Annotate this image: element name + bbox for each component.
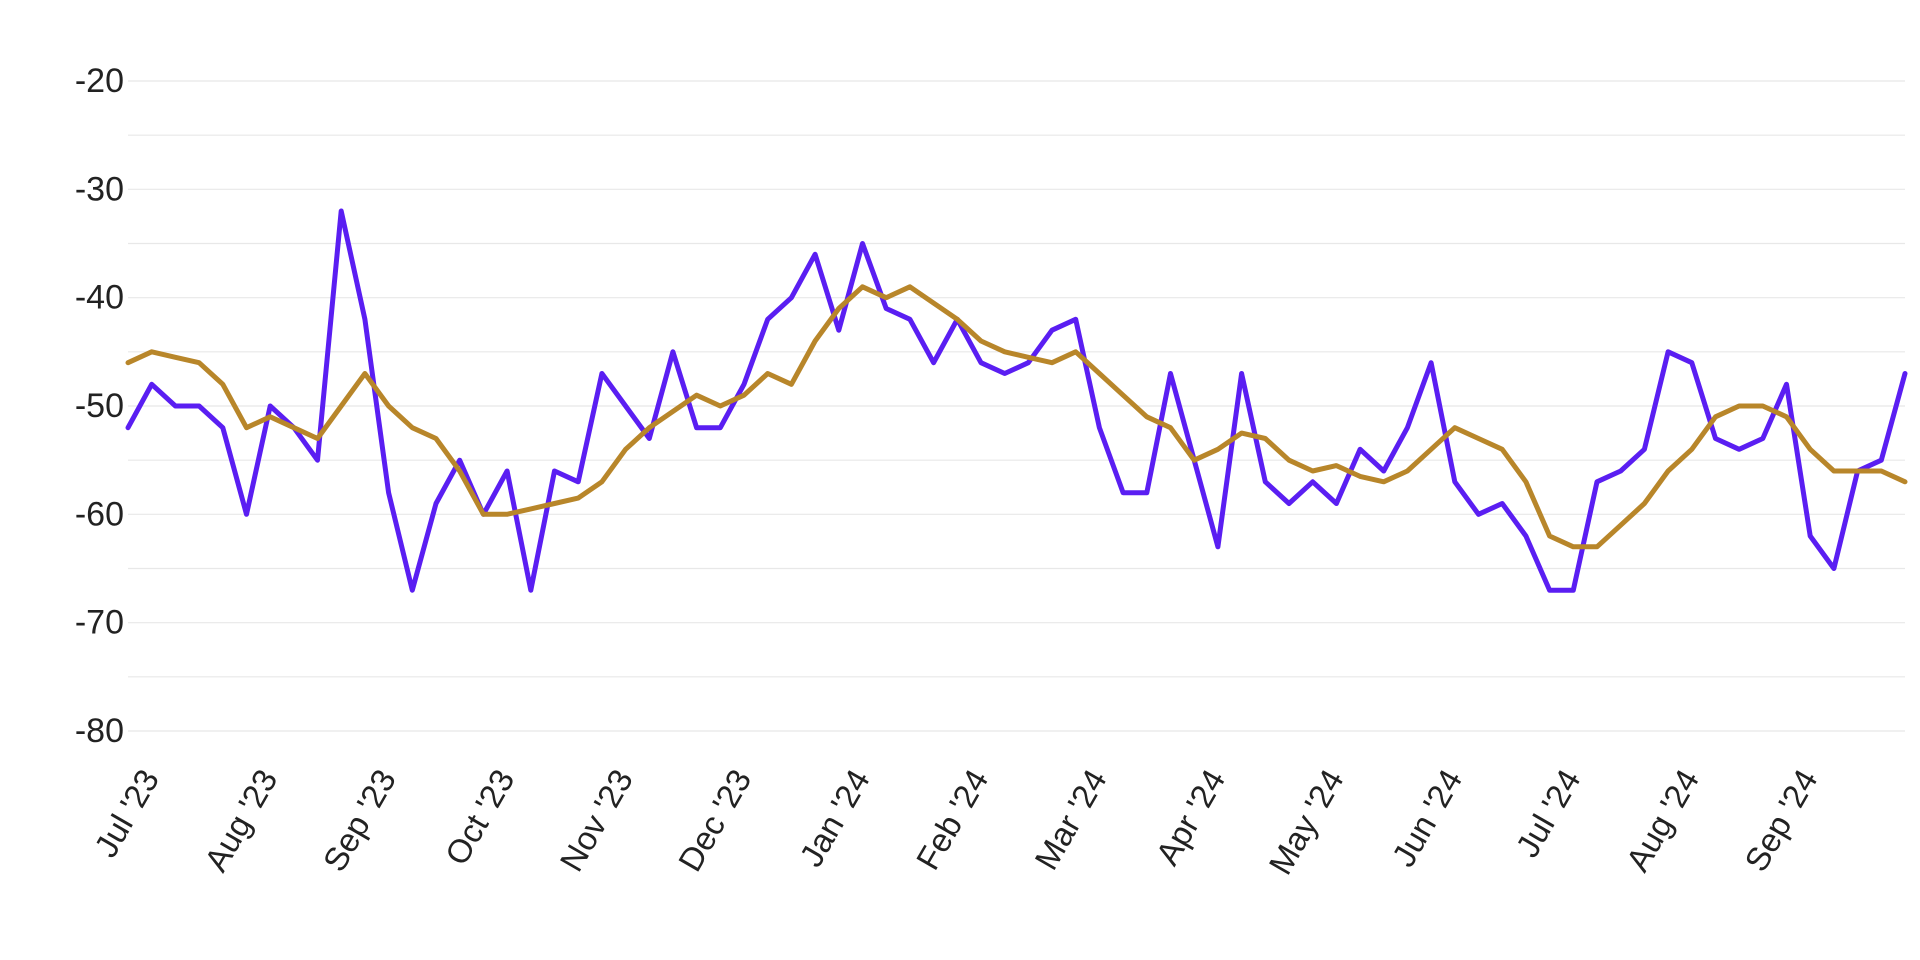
x-tick: Sep '23	[315, 763, 402, 878]
x-tick: Sep '24	[1737, 763, 1824, 878]
y-tick-label: -60	[75, 495, 124, 533]
x-tick-label: Jul '24	[1508, 763, 1587, 863]
x-tick-label: Mar '24	[1027, 763, 1114, 876]
x-tick: Apr '24	[1148, 763, 1232, 871]
x-tick-label: Dec '23	[671, 763, 758, 878]
x-tick: Dec '23	[671, 763, 758, 878]
x-tick: Mar '24	[1027, 763, 1114, 876]
x-tick: May '24	[1261, 763, 1350, 881]
x-tick: Jul '24	[1508, 763, 1587, 863]
x-tick-label: Sep '24	[1737, 763, 1824, 878]
x-tick: Jun '24	[1384, 763, 1469, 873]
y-tick-label: -50	[75, 387, 124, 425]
y-tick-label: -30	[75, 170, 124, 208]
x-tick-label: Oct '23	[438, 763, 522, 871]
y-tick-label: -40	[75, 279, 124, 317]
x-tick-label: Nov '23	[552, 763, 639, 878]
line-series	[125, 284, 1908, 550]
x-tick-label: Sep '23	[315, 763, 402, 878]
x-tick-label: Aug '23	[197, 763, 284, 878]
x-tick: Aug '24	[1619, 763, 1706, 878]
y-tick-label: -80	[75, 712, 124, 750]
x-tick: Jul '23	[87, 763, 166, 863]
y-tick-label: -70	[75, 604, 124, 642]
x-tick-label: Jun '24	[1384, 763, 1469, 873]
x-tick-label: Feb '24	[909, 763, 996, 876]
x-tick-label: Aug '24	[1619, 763, 1706, 878]
x-tick-label: Jul '23	[87, 763, 166, 863]
x-tick: Feb '24	[909, 763, 996, 876]
x-tick: Jan '24	[792, 763, 877, 873]
y-tick-label: -20	[75, 62, 124, 100]
x-tick-label: May '24	[1261, 763, 1350, 881]
x-tick: Oct '23	[438, 763, 522, 871]
line-series	[125, 208, 1908, 593]
x-tick: Nov '23	[552, 763, 639, 878]
x-tick: Aug '23	[197, 763, 284, 878]
x-tick-label: Apr '24	[1148, 763, 1232, 871]
x-tick-label: Jan '24	[792, 763, 877, 873]
